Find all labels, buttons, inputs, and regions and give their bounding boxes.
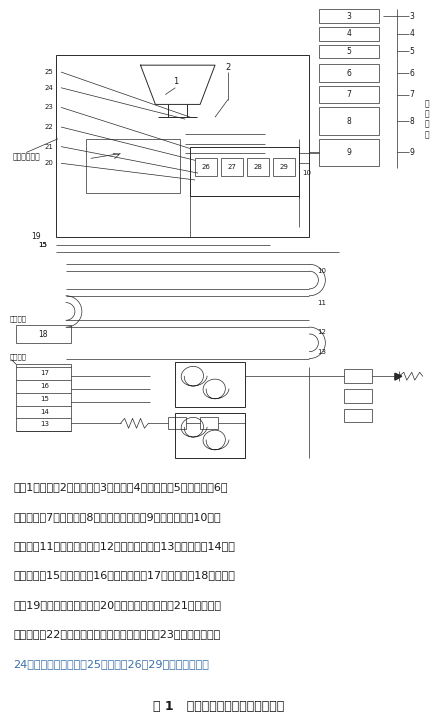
Text: 13: 13 bbox=[41, 421, 49, 428]
Bar bbox=[195, 159, 217, 176]
Text: 7: 7 bbox=[410, 90, 414, 99]
Text: 联接装置: 联接装置 bbox=[9, 315, 26, 322]
Text: 6: 6 bbox=[410, 69, 414, 77]
Text: 料仓阀门；22．合格料储料仓（筛分仓阀门）；23．筛分仓阀门；: 料仓阀门；22．合格料储料仓（筛分仓阀门）；23．筛分仓阀门； bbox=[13, 629, 221, 639]
Bar bbox=[16, 365, 71, 431]
Text: 5: 5 bbox=[410, 47, 414, 56]
Text: 10: 10 bbox=[302, 170, 311, 176]
Text: 振动系统: 振动系统 bbox=[9, 353, 26, 360]
Text: 10: 10 bbox=[317, 268, 326, 275]
Text: 5: 5 bbox=[347, 47, 352, 56]
Text: 4: 4 bbox=[410, 29, 414, 39]
Text: 13: 13 bbox=[317, 349, 326, 355]
Text: 11: 11 bbox=[317, 300, 326, 305]
Bar bbox=[175, 413, 245, 458]
Bar bbox=[221, 159, 243, 176]
Text: 22: 22 bbox=[45, 124, 53, 130]
Text: 注：1．料斗；2．振动筛；3．电机；4．分动箱；5．变速箱；6．: 注：1．料斗；2．振动筛；3．电机；4．分动箱；5．变速箱；6． bbox=[13, 482, 228, 492]
Text: 21: 21 bbox=[45, 144, 53, 149]
Text: 12: 12 bbox=[317, 329, 326, 335]
Text: 冲整流器；15．变阻器；16．脉冲线圈；17．电磁铁；18．联接装: 冲整流器；15．变阻器；16．脉冲线圈；17．电磁铁；18．联接装 bbox=[13, 571, 235, 581]
Bar bbox=[247, 159, 268, 176]
Bar bbox=[200, 418, 218, 429]
Text: 液压马达；7．液压泵；8．水泥供应系统；9．供水系统；10．搅: 液压马达；7．液压泵；8．水泥供应系统；9．供水系统；10．搅 bbox=[13, 512, 221, 522]
Text: 石料供应系统: 石料供应系统 bbox=[12, 152, 40, 161]
Bar bbox=[344, 370, 372, 383]
Bar bbox=[168, 418, 186, 429]
Text: 24: 24 bbox=[45, 85, 53, 91]
Text: 1: 1 bbox=[173, 77, 178, 87]
Text: 4: 4 bbox=[347, 29, 352, 39]
Bar bbox=[273, 159, 294, 176]
Text: 17: 17 bbox=[41, 370, 49, 376]
Bar bbox=[319, 44, 379, 59]
Text: 8: 8 bbox=[347, 117, 352, 126]
Polygon shape bbox=[395, 373, 402, 380]
Text: 9: 9 bbox=[347, 148, 352, 157]
Text: 16: 16 bbox=[41, 383, 49, 389]
Text: 7: 7 bbox=[347, 90, 352, 99]
Text: 2: 2 bbox=[225, 63, 230, 72]
Text: 3: 3 bbox=[347, 11, 352, 21]
Text: 图 1   脉冲振动螺旋搅拌机结构示意: 图 1 脉冲振动螺旋搅拌机结构示意 bbox=[153, 700, 285, 713]
Bar bbox=[86, 139, 180, 193]
Bar bbox=[319, 107, 379, 135]
Bar bbox=[56, 55, 309, 237]
Bar bbox=[175, 363, 245, 407]
Text: 29: 29 bbox=[279, 164, 288, 170]
Text: 25: 25 bbox=[45, 69, 53, 75]
Text: 14: 14 bbox=[41, 408, 49, 415]
Text: 18: 18 bbox=[39, 330, 48, 338]
Text: 26: 26 bbox=[201, 164, 211, 170]
Text: 19: 19 bbox=[32, 232, 41, 242]
Text: 9: 9 bbox=[410, 148, 414, 157]
Text: 15: 15 bbox=[39, 242, 48, 247]
Text: 6: 6 bbox=[347, 69, 352, 77]
Bar bbox=[190, 147, 300, 196]
Bar bbox=[319, 139, 379, 166]
Text: 24．激光级配检测仪；25．料门；26～29．石料储存仓。: 24．激光级配检测仪；25．料门；26～29．石料储存仓。 bbox=[13, 659, 209, 669]
Text: 15: 15 bbox=[39, 242, 48, 247]
Text: 27: 27 bbox=[227, 164, 237, 170]
Text: 15: 15 bbox=[41, 396, 49, 402]
Bar bbox=[319, 64, 379, 82]
Text: 搅
拌
系
统: 搅 拌 系 统 bbox=[424, 99, 429, 139]
Bar bbox=[319, 86, 379, 104]
Bar bbox=[319, 9, 379, 23]
Text: 28: 28 bbox=[253, 164, 262, 170]
Bar bbox=[16, 325, 71, 342]
Bar bbox=[344, 389, 372, 403]
Text: 8: 8 bbox=[410, 117, 414, 126]
Text: 23: 23 bbox=[45, 104, 53, 110]
Text: 20: 20 bbox=[45, 160, 53, 167]
Bar bbox=[319, 27, 379, 41]
Text: 3: 3 bbox=[410, 11, 414, 21]
Polygon shape bbox=[141, 65, 215, 104]
Bar bbox=[344, 408, 372, 423]
Text: 置；19．光电计量配比仪；20．单档石料储存仓；21．合格料储: 置；19．光电计量配比仪；20．单档石料储存仓；21．合格料储 bbox=[13, 600, 221, 610]
Text: 拌叶片；11．螺旋搅拌轴；12．螺旋搅拌仓；13．交流电；14．脉: 拌叶片；11．螺旋搅拌轴；12．螺旋搅拌仓；13．交流电；14．脉 bbox=[13, 541, 235, 551]
